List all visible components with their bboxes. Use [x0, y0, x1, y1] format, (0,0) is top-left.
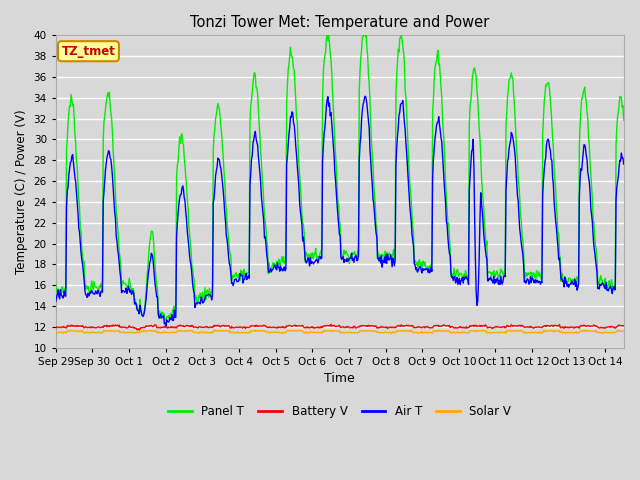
Legend: Panel T, Battery V, Air T, Solar V: Panel T, Battery V, Air T, Solar V — [164, 400, 516, 423]
Title: Tonzi Tower Met: Temperature and Power: Tonzi Tower Met: Temperature and Power — [190, 15, 490, 30]
Y-axis label: Temperature (C) / Power (V): Temperature (C) / Power (V) — [15, 109, 28, 274]
Text: TZ_tmet: TZ_tmet — [61, 45, 115, 58]
X-axis label: Time: Time — [324, 372, 355, 385]
